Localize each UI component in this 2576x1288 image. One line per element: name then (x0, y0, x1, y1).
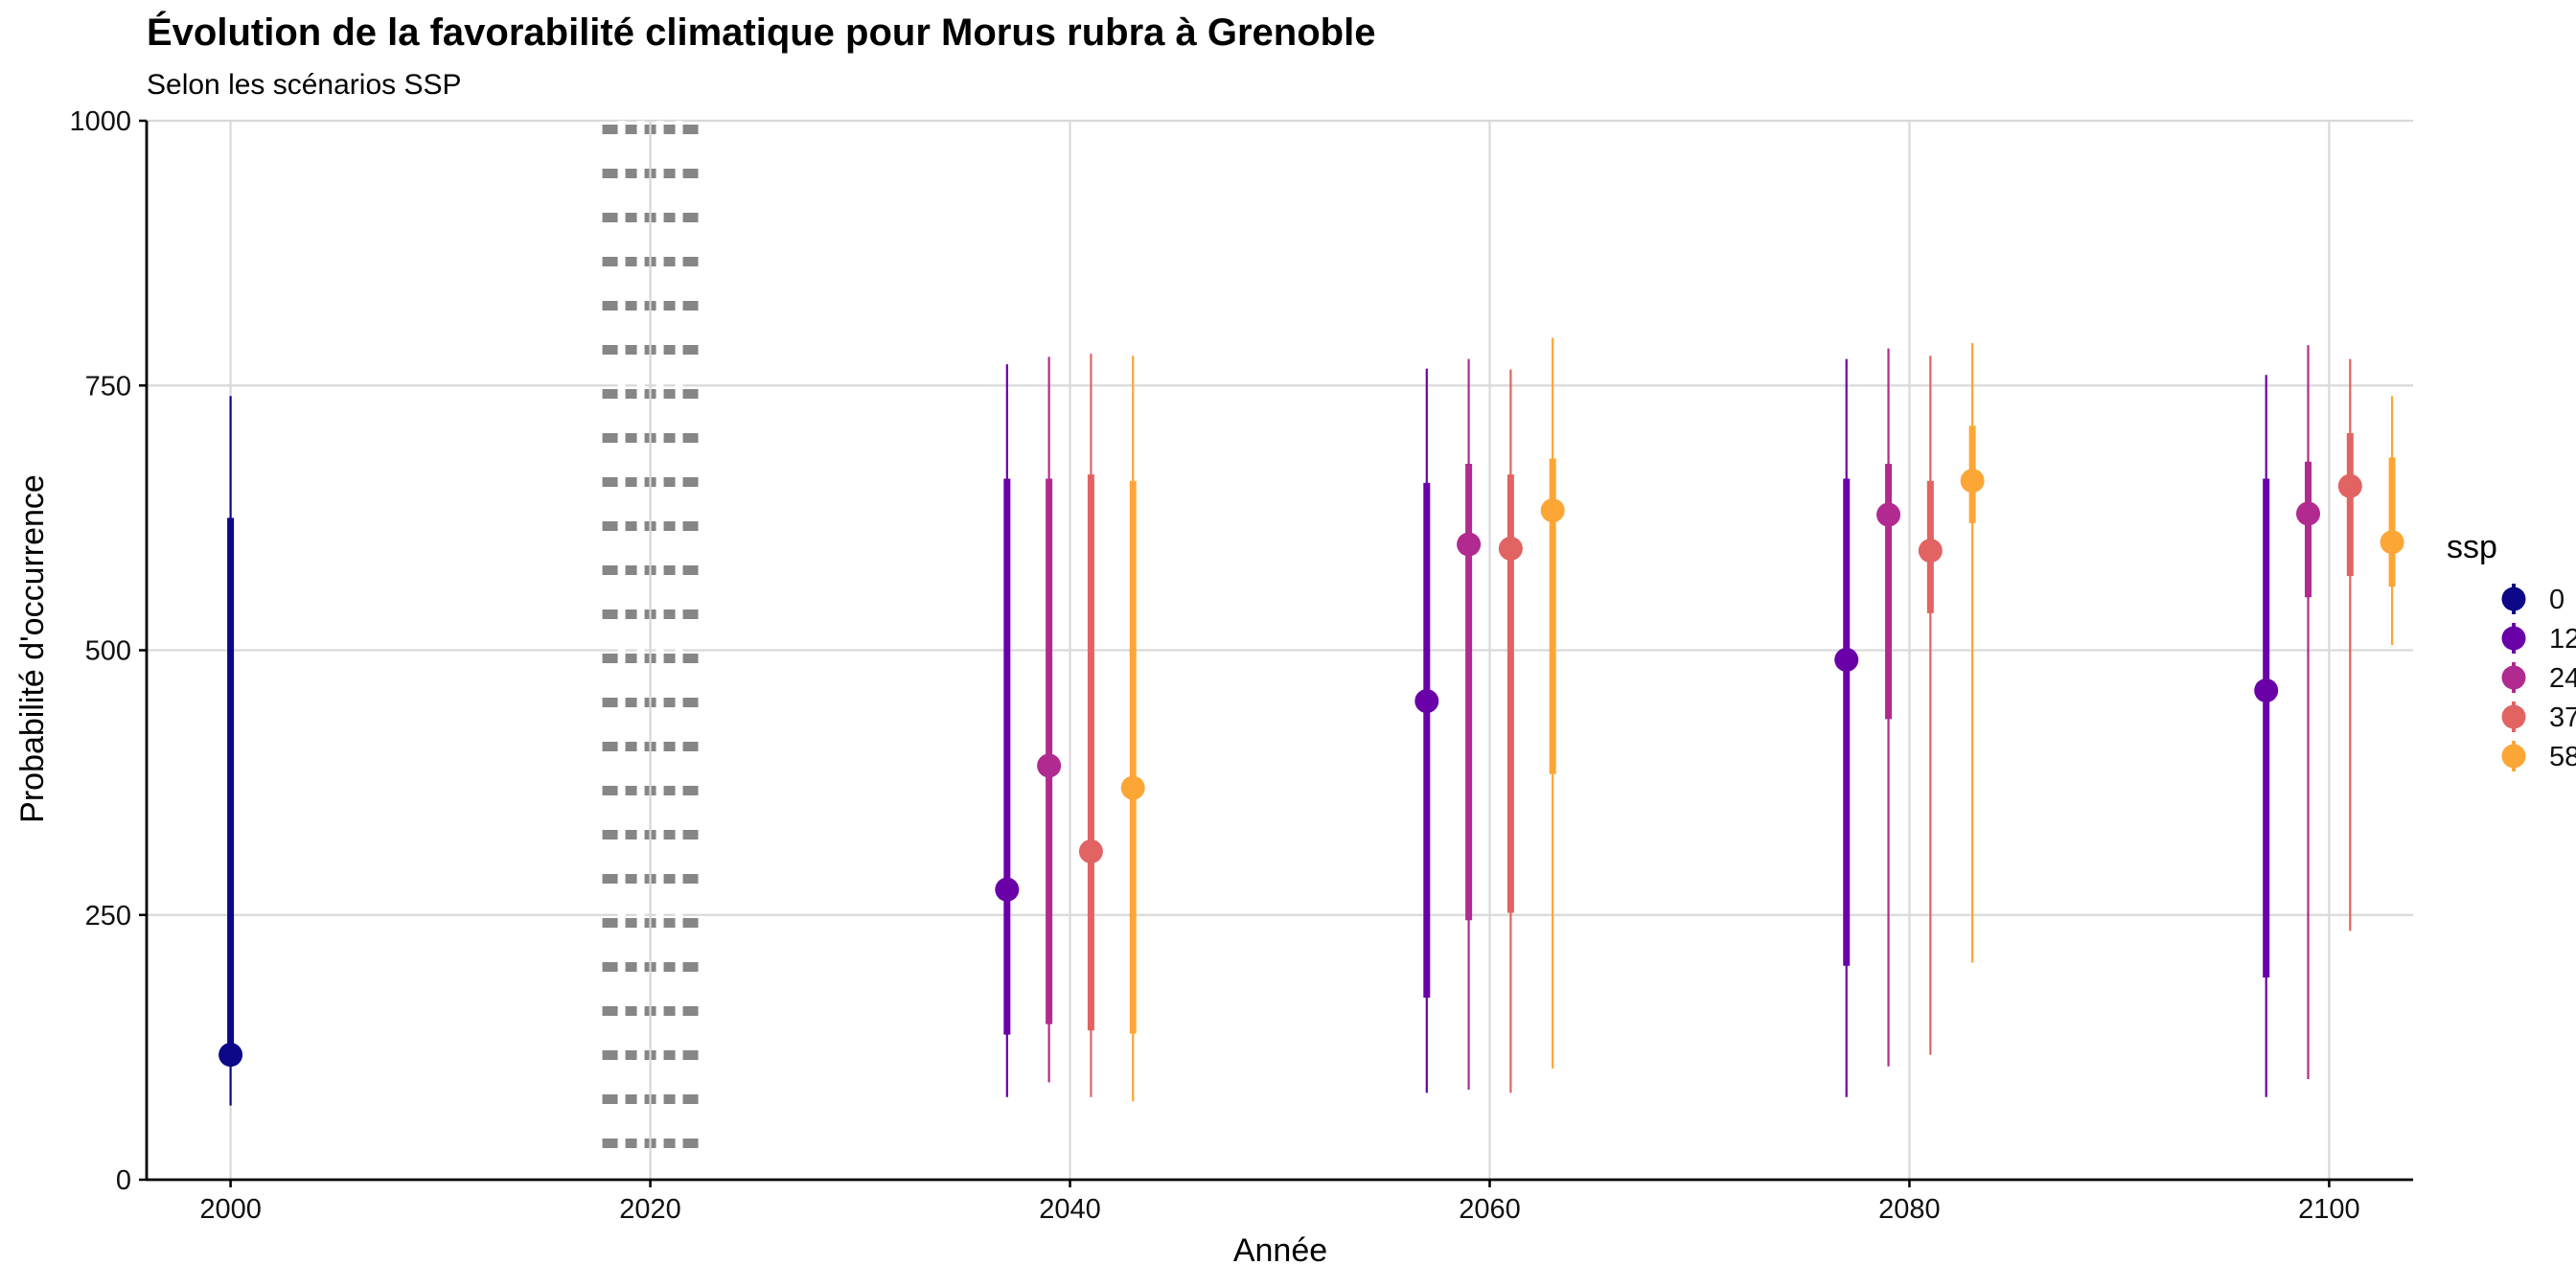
x-axis-title: Année (1233, 1232, 1327, 1269)
legend-item-585: 585 (2501, 741, 2576, 772)
grid (147, 119, 2413, 1180)
x-tick-label: 2100 (2298, 1194, 2360, 1225)
chart-title: Évolution de la favorabilité climatique … (147, 11, 1375, 54)
data-point (2380, 530, 2404, 555)
chart-subtitle: Selon les scénarios SSP (147, 69, 462, 101)
series-ssp-585 (1120, 337, 2404, 1102)
axes: 0 250 500 750 1000 2000 2020 2040 2060 2080 2100 (69, 106, 2413, 1225)
legend-label: 370 (2549, 702, 2576, 733)
legend-item-370: 370 (2501, 702, 2576, 733)
y-tick-label: 0 (116, 1165, 131, 1196)
legend-item-126: 126 (2501, 623, 2576, 655)
data-point (1960, 469, 1985, 494)
legend-label: 0 (2549, 585, 2564, 615)
data-point (995, 877, 1020, 902)
legend-key-point (2501, 665, 2526, 690)
data-point (1498, 536, 1523, 561)
x-tick-label: 2040 (1039, 1194, 1101, 1225)
data-point (1078, 839, 1103, 863)
plot-area (218, 337, 2404, 1106)
x-tick-label: 2000 (199, 1194, 262, 1225)
legend-key-point (2501, 586, 2526, 611)
data-point (1876, 502, 1901, 527)
data-point (1120, 775, 1145, 800)
data-point (2254, 678, 2279, 702)
data-point (2296, 501, 2321, 526)
data-point (1834, 647, 1859, 672)
legend-key-point (2501, 626, 2526, 651)
data-point (1457, 532, 1482, 557)
y-tick-label: 250 (85, 901, 131, 932)
series-ssp-370 (1078, 354, 2362, 1097)
data-point (1540, 498, 1565, 523)
data-point (2337, 473, 2362, 498)
data-point (1414, 689, 1439, 714)
legend-label: 126 (2549, 624, 2576, 655)
y-tick-label: 1000 (69, 106, 131, 137)
y-axis-title: Probabilité d'occurrence (14, 474, 51, 823)
reference-line-2020 (602, 121, 699, 1180)
x-tick-label: 2080 (1878, 1194, 1941, 1225)
x-tick-label: 2020 (619, 1194, 681, 1225)
series-ssp-0 (218, 396, 243, 1106)
data-point (218, 1043, 243, 1068)
legend: ssp 0 126 245 370 585 (2447, 529, 2576, 772)
data-point (1037, 753, 1062, 778)
legend-key-point (2501, 704, 2526, 729)
legend-item-245: 245 (2501, 662, 2576, 694)
y-tick-label: 750 (85, 371, 131, 402)
legend-label: 585 (2549, 742, 2576, 772)
data-point (1918, 539, 1943, 564)
series-ssp-126 (995, 358, 2279, 1097)
x-tick-label: 2060 (1459, 1194, 1521, 1225)
y-tick-label: 500 (85, 636, 131, 667)
legend-key-point (2501, 744, 2526, 769)
legend-item-0: 0 (2501, 584, 2564, 615)
series-ssp-245 (1037, 345, 2321, 1091)
legend-label: 245 (2549, 663, 2576, 694)
legend-title: ssp (2447, 529, 2497, 565)
